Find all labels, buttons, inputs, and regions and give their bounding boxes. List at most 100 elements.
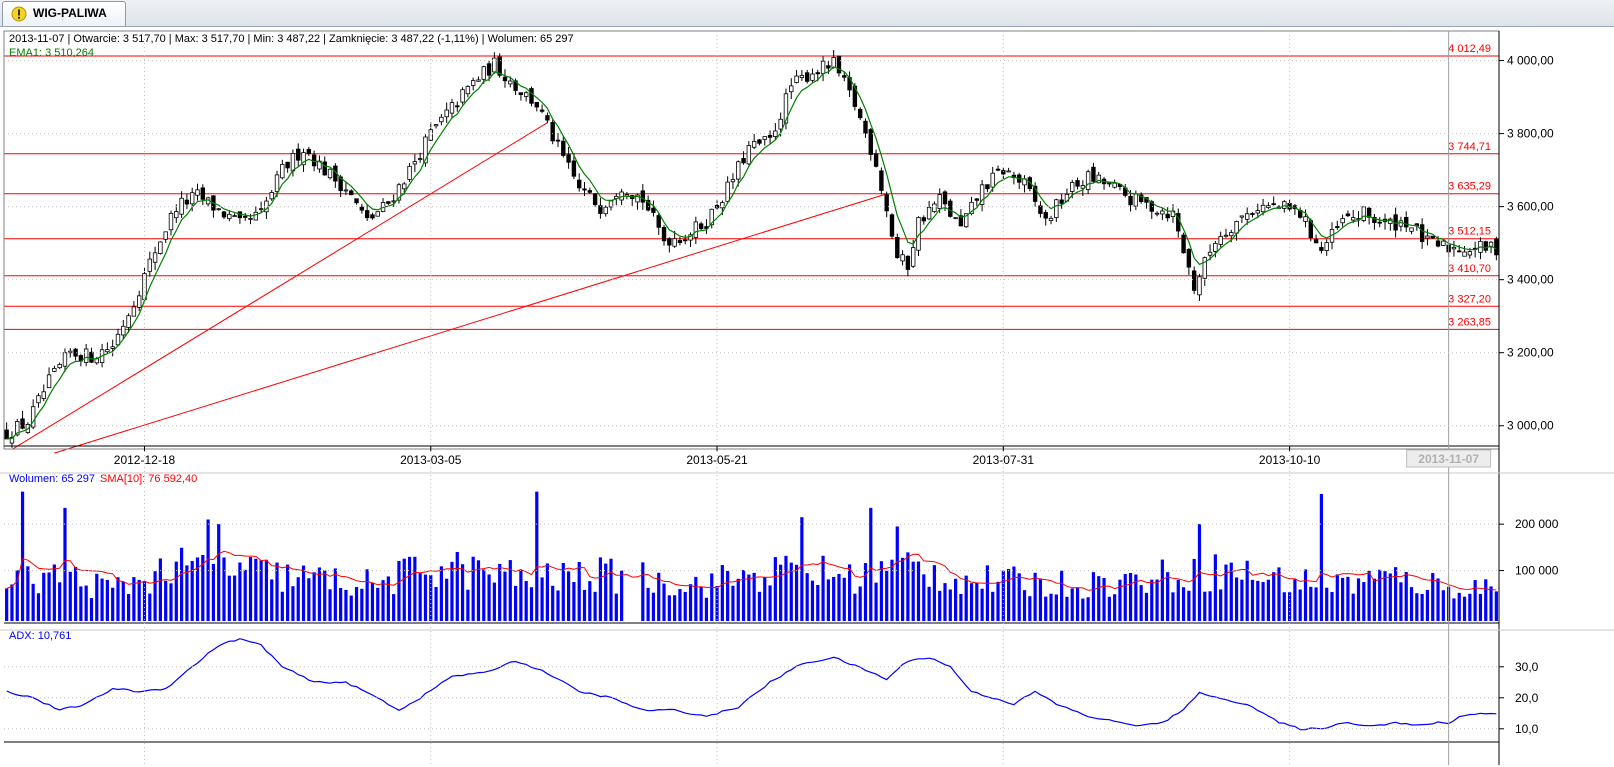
candle[interactable] bbox=[407, 163, 412, 183]
volume-bar[interactable] bbox=[397, 560, 401, 621]
volume-bar[interactable] bbox=[1192, 558, 1196, 621]
volume-bar[interactable] bbox=[195, 557, 200, 621]
candle[interactable] bbox=[688, 232, 693, 247]
candle[interactable] bbox=[1388, 217, 1393, 231]
candle[interactable] bbox=[603, 205, 608, 217]
candle[interactable] bbox=[1372, 213, 1377, 230]
volume-bar[interactable] bbox=[604, 563, 608, 621]
volume-bar[interactable] bbox=[662, 583, 666, 621]
volume-bar[interactable] bbox=[1256, 580, 1260, 621]
volume-bar[interactable] bbox=[1065, 596, 1069, 621]
volume-bar[interactable] bbox=[1314, 587, 1318, 621]
volume-bar[interactable] bbox=[768, 585, 772, 621]
candle[interactable] bbox=[333, 163, 338, 188]
candle[interactable] bbox=[1160, 207, 1165, 221]
candle[interactable] bbox=[1075, 177, 1080, 190]
candle[interactable] bbox=[1441, 238, 1446, 246]
volume-bar[interactable] bbox=[402, 558, 406, 621]
volume-bar[interactable] bbox=[1399, 582, 1403, 621]
candle[interactable] bbox=[550, 119, 555, 145]
volume-bar[interactable] bbox=[980, 588, 984, 621]
candle[interactable] bbox=[380, 198, 386, 213]
candle[interactable] bbox=[587, 187, 593, 195]
volume-bar[interactable] bbox=[1234, 577, 1239, 621]
candle[interactable] bbox=[243, 212, 248, 221]
volume-bar[interactable] bbox=[1113, 594, 1117, 621]
volume-bar[interactable] bbox=[916, 561, 921, 621]
candle[interactable] bbox=[725, 176, 730, 204]
candle[interactable] bbox=[1382, 213, 1388, 230]
volume-bar[interactable] bbox=[508, 560, 512, 621]
volume-bar[interactable] bbox=[1468, 593, 1472, 621]
volume-bar[interactable] bbox=[991, 591, 995, 621]
candle[interactable] bbox=[783, 88, 789, 130]
volume-bar[interactable] bbox=[1022, 590, 1027, 621]
volume-bar[interactable] bbox=[1378, 569, 1382, 621]
volume-bar[interactable] bbox=[323, 570, 327, 621]
volume-bar[interactable] bbox=[275, 562, 279, 621]
volume-bar[interactable] bbox=[79, 586, 83, 621]
candle[interactable] bbox=[460, 87, 465, 105]
tab-wig-paliwa[interactable]: WIG-PALIWA bbox=[2, 1, 126, 26]
volume-bar[interactable] bbox=[307, 578, 311, 621]
candle[interactable] bbox=[873, 149, 879, 168]
candle[interactable] bbox=[767, 130, 773, 145]
volume-bar[interactable] bbox=[185, 565, 189, 621]
volume-bar[interactable] bbox=[1494, 591, 1498, 621]
volume-bar[interactable] bbox=[906, 552, 910, 621]
candle[interactable] bbox=[836, 55, 842, 77]
candle[interactable] bbox=[1377, 217, 1382, 228]
volume-bar[interactable] bbox=[455, 551, 459, 621]
candle[interactable] bbox=[651, 200, 656, 217]
volume-bar[interactable] bbox=[164, 580, 168, 621]
candle[interactable] bbox=[1213, 240, 1218, 258]
candle[interactable] bbox=[57, 362, 62, 370]
volume-bar[interactable] bbox=[667, 595, 671, 621]
candle[interactable] bbox=[704, 219, 709, 234]
candle[interactable] bbox=[529, 86, 534, 107]
candle[interactable] bbox=[1250, 212, 1255, 218]
candle[interactable] bbox=[433, 124, 439, 129]
volume-bar[interactable] bbox=[26, 566, 30, 621]
candle[interactable] bbox=[1361, 206, 1367, 223]
volume-bar[interactable] bbox=[1425, 589, 1430, 621]
candle[interactable] bbox=[1255, 203, 1260, 219]
volume-bar[interactable] bbox=[1351, 593, 1355, 621]
volume-bar[interactable] bbox=[52, 564, 56, 621]
candle[interactable] bbox=[762, 136, 767, 146]
candle[interactable] bbox=[995, 165, 1001, 172]
candle[interactable] bbox=[110, 339, 115, 357]
volume-bar[interactable] bbox=[1012, 566, 1016, 621]
candle[interactable] bbox=[571, 153, 577, 180]
candle[interactable] bbox=[1186, 248, 1192, 276]
volume-bar[interactable] bbox=[1075, 587, 1080, 621]
volume-bar[interactable] bbox=[1086, 597, 1090, 621]
volume-bar[interactable] bbox=[1155, 579, 1159, 621]
volume-bar[interactable] bbox=[938, 590, 942, 621]
volume-bar[interactable] bbox=[5, 588, 9, 621]
volume-bar[interactable] bbox=[1081, 598, 1085, 621]
candle[interactable] bbox=[736, 160, 741, 187]
volume-bar[interactable] bbox=[105, 579, 109, 621]
candle[interactable] bbox=[327, 168, 333, 180]
volume-bar[interactable] bbox=[678, 589, 682, 621]
volume-bar[interactable] bbox=[620, 570, 624, 621]
volume-bar[interactable] bbox=[694, 576, 698, 621]
volume-bar[interactable] bbox=[1266, 579, 1270, 621]
volume-bar[interactable] bbox=[1272, 572, 1276, 621]
candle[interactable] bbox=[296, 143, 301, 167]
volume-bar[interactable] bbox=[286, 564, 290, 621]
candle[interactable] bbox=[804, 69, 810, 84]
volume-bar[interactable] bbox=[741, 570, 746, 621]
candle[interactable] bbox=[1022, 175, 1027, 193]
candle[interactable] bbox=[465, 85, 471, 98]
volume-bar[interactable] bbox=[572, 581, 576, 621]
candle[interactable] bbox=[1451, 240, 1457, 257]
volume-bar[interactable] bbox=[837, 573, 841, 621]
volume-bar[interactable] bbox=[1176, 579, 1180, 621]
volume-bar[interactable] bbox=[238, 562, 242, 621]
volume-bar[interactable] bbox=[1282, 592, 1286, 621]
volume-bar[interactable] bbox=[1484, 579, 1488, 621]
candle[interactable] bbox=[990, 166, 995, 192]
candle[interactable] bbox=[73, 348, 78, 361]
